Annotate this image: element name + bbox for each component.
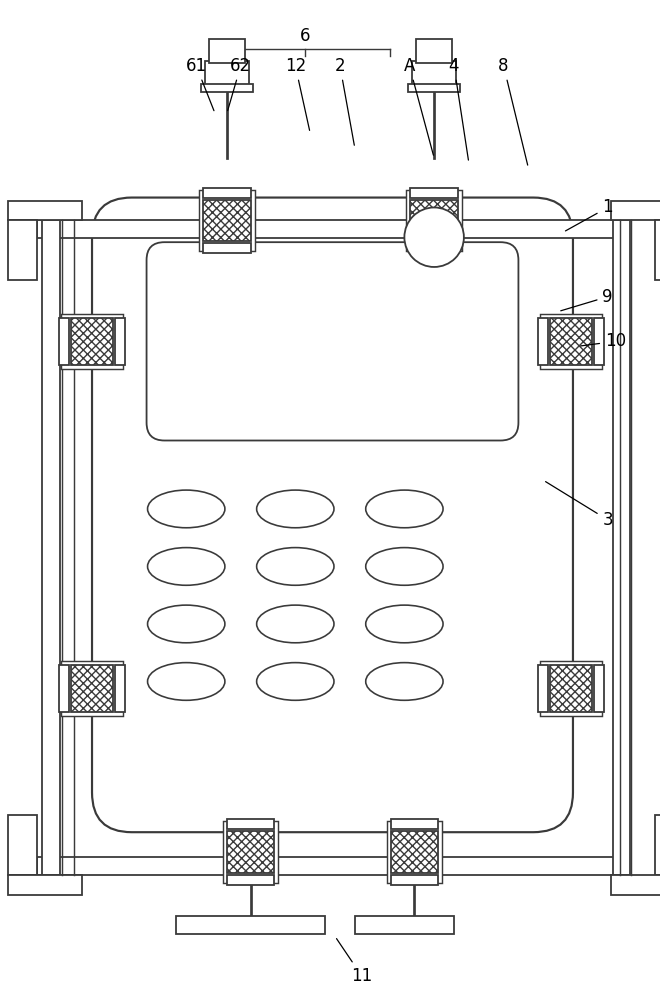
- Bar: [391, 819, 438, 829]
- Bar: [611, 875, 663, 895]
- Bar: [59, 318, 69, 365]
- Bar: [412, 61, 456, 88]
- Bar: [550, 318, 592, 365]
- Ellipse shape: [148, 605, 225, 643]
- Ellipse shape: [148, 663, 225, 700]
- Ellipse shape: [366, 605, 443, 643]
- Ellipse shape: [366, 490, 443, 528]
- Ellipse shape: [366, 548, 443, 585]
- Text: 9: 9: [561, 288, 613, 311]
- Bar: [406, 190, 462, 251]
- Text: 8: 8: [499, 57, 528, 165]
- Bar: [538, 318, 548, 365]
- Circle shape: [404, 207, 464, 267]
- Bar: [387, 821, 442, 883]
- Bar: [540, 661, 602, 716]
- Bar: [410, 188, 458, 198]
- Bar: [410, 243, 458, 253]
- FancyBboxPatch shape: [92, 198, 573, 832]
- Bar: [115, 318, 125, 365]
- Bar: [550, 665, 592, 712]
- Bar: [199, 190, 255, 251]
- Text: 3: 3: [546, 482, 613, 529]
- Text: 12: 12: [284, 57, 310, 130]
- Bar: [391, 831, 438, 873]
- Bar: [71, 665, 113, 712]
- Bar: [115, 665, 125, 712]
- Bar: [203, 188, 251, 198]
- Bar: [61, 661, 123, 716]
- Bar: [416, 39, 452, 63]
- Bar: [223, 821, 278, 883]
- Bar: [227, 831, 274, 873]
- Bar: [8, 201, 82, 220]
- Bar: [227, 819, 274, 829]
- Bar: [201, 84, 253, 92]
- Bar: [410, 200, 458, 241]
- Bar: [655, 220, 663, 280]
- Text: 62: 62: [227, 57, 251, 111]
- Bar: [8, 815, 38, 875]
- Bar: [594, 318, 604, 365]
- Bar: [38, 220, 625, 238]
- Bar: [203, 243, 251, 253]
- Bar: [408, 84, 460, 92]
- Ellipse shape: [257, 490, 334, 528]
- Ellipse shape: [366, 663, 443, 700]
- Text: 10: 10: [581, 332, 626, 350]
- Bar: [538, 665, 548, 712]
- Text: 2: 2: [335, 57, 354, 145]
- Bar: [59, 665, 69, 712]
- Ellipse shape: [148, 548, 225, 585]
- Text: 6: 6: [300, 27, 310, 45]
- Bar: [655, 815, 663, 875]
- Bar: [209, 39, 245, 63]
- Bar: [594, 665, 604, 712]
- Bar: [355, 916, 454, 934]
- Text: 11: 11: [337, 939, 373, 985]
- Bar: [391, 875, 438, 885]
- Ellipse shape: [257, 548, 334, 585]
- Ellipse shape: [257, 605, 334, 643]
- Text: 4: 4: [449, 57, 469, 160]
- FancyBboxPatch shape: [147, 242, 518, 441]
- Text: A: A: [404, 57, 434, 155]
- Bar: [38, 857, 625, 875]
- Text: 1: 1: [566, 198, 613, 231]
- Bar: [611, 201, 663, 220]
- Ellipse shape: [148, 490, 225, 528]
- Bar: [8, 875, 82, 895]
- Bar: [71, 318, 113, 365]
- Bar: [227, 875, 274, 885]
- Bar: [8, 220, 38, 280]
- Bar: [42, 220, 60, 875]
- Bar: [205, 61, 249, 88]
- Text: 61: 61: [186, 57, 214, 111]
- Bar: [613, 220, 631, 875]
- Bar: [540, 314, 602, 369]
- Bar: [176, 916, 325, 934]
- Bar: [203, 200, 251, 241]
- Ellipse shape: [257, 663, 334, 700]
- Bar: [61, 314, 123, 369]
